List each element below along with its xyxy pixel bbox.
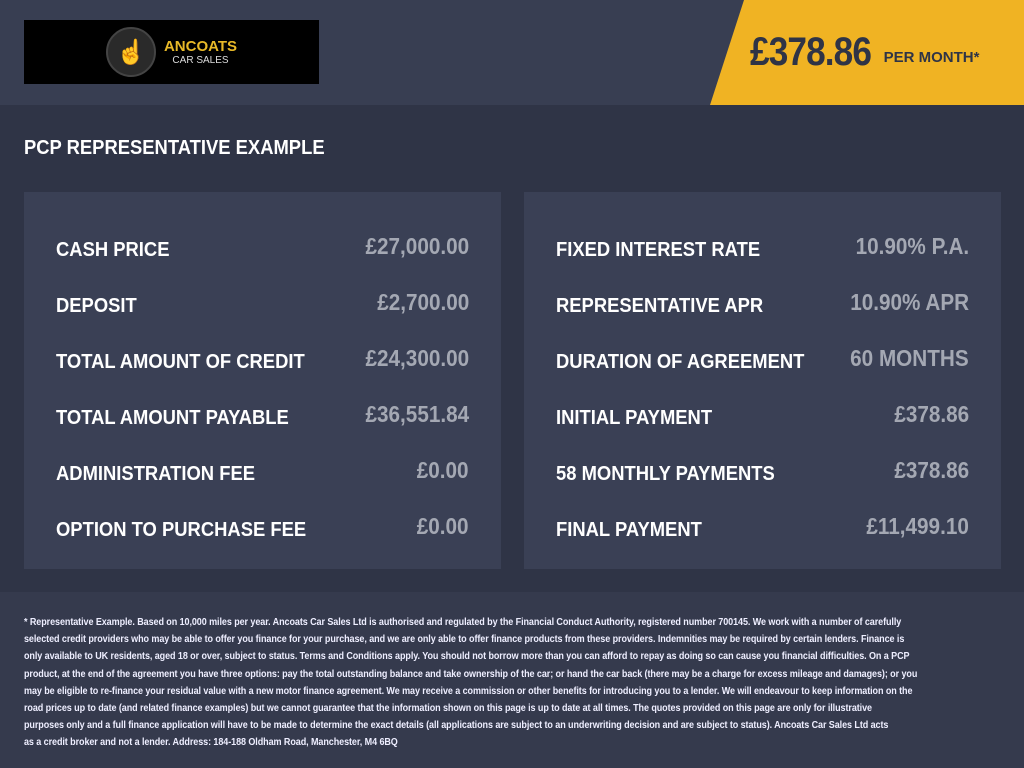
logo-name: ANCOATS [163, 37, 238, 55]
row-label: TOTAL AMOUNT OF CREDIT [56, 350, 305, 373]
logo-text: ANCOATS CAR SALES [164, 39, 237, 66]
row-label: TOTAL AMOUNT PAYABLE [56, 406, 289, 429]
disclaimer-line: selected credit providers who may be abl… [24, 633, 905, 646]
finance-row: FIXED INTEREST RATE 10.90% P.A. [556, 222, 969, 278]
row-label: CASH PRICE [56, 238, 170, 261]
finance-details-left: CASH PRICE £27,000.00 DEPOSIT £2,700.00 TO… [24, 192, 501, 569]
row-label: FINAL PAYMENT [556, 518, 702, 541]
row-label: FIXED INTEREST RATE [556, 238, 761, 261]
row-value: £378.86 [894, 456, 969, 483]
disclaimer-line: purposes only and a full finance applica… [24, 719, 889, 732]
finance-row: REPRESENTATIVE APR 10.90% APR [556, 278, 969, 334]
row-label: 58 MONTHLY PAYMENTS [556, 462, 775, 485]
row-value: 10.90% P.A. [855, 232, 969, 259]
header: ☝ ANCOATS CAR SALES £378.86 PER MONTH* [0, 0, 1024, 105]
finance-row: TOTAL AMOUNT OF CREDIT £24,300.00 [56, 334, 469, 390]
disclaimer-line: road prices up to date (and related fina… [24, 702, 872, 715]
finance-row: OPTION TO PURCHASE FEE £0.00 [56, 502, 469, 558]
disclaimer-line: as a credit broker and not a lender. Add… [24, 736, 398, 749]
row-value: £2,700.00 [376, 288, 469, 315]
row-value: £27,000.00 [365, 232, 469, 259]
pointing-hand-icon: ☝ [105, 27, 156, 77]
row-value: £36,551.84 [365, 400, 469, 427]
finance-row: INITIAL PAYMENT £378.86 [556, 390, 969, 446]
finance-row: TOTAL AMOUNT PAYABLE £36,551.84 [56, 390, 469, 446]
monthly-price-banner: £378.86 PER MONTH* [710, 0, 1024, 105]
finance-row: CASH PRICE £27,000.00 [56, 222, 469, 278]
row-value: £0.00 [417, 456, 469, 483]
row-label: REPRESENTATIVE APR [556, 294, 764, 317]
disclaimer-line: * Representative Example. Based on 10,00… [24, 616, 902, 628]
row-value: £0.00 [417, 512, 469, 539]
row-label: OPTION TO PURCHASE FEE [56, 518, 307, 541]
per-month-label: PER MONTH* [883, 49, 980, 66]
finance-row: FINAL PAYMENT £11,499.10 [556, 502, 969, 558]
monthly-price: £378.86 [750, 30, 872, 74]
finance-row: DURATION OF AGREEMENT 60 MONTHS [556, 334, 969, 390]
disclaimer: * Representative Example. Based on 10,00… [0, 592, 1024, 768]
ancoats-logo[interactable]: ☝ ANCOATS CAR SALES [24, 20, 319, 84]
row-label: DEPOSIT [56, 294, 137, 317]
disclaimer-line: may be eligible to re-finance your resid… [24, 684, 913, 697]
finance-row: 58 MONTHLY PAYMENTS £378.86 [556, 446, 969, 502]
row-value: £11,499.10 [866, 512, 969, 539]
disclaimer-line: product, at the end of the agreement you… [24, 667, 918, 680]
row-value: £378.86 [894, 400, 969, 427]
row-label: INITIAL PAYMENT [556, 406, 713, 429]
section-title: PCP REPRESENTATIVE EXAMPLE [24, 137, 325, 159]
row-value: £24,300.00 [365, 344, 469, 371]
finance-details-right: FIXED INTEREST RATE 10.90% P.A. REPRESENT… [524, 192, 1001, 569]
row-value: 60 MONTHS [850, 344, 969, 371]
finance-row: DEPOSIT £2,700.00 [56, 278, 469, 334]
logo-subtitle: CAR SALES [172, 54, 229, 66]
row-value: 10.90% APR [850, 288, 969, 315]
disclaimer-line: only available to UK residents, aged 18 … [24, 650, 910, 663]
row-label: ADMINISTRATION FEE [56, 462, 255, 485]
finance-row: ADMINISTRATION FEE £0.00 [56, 446, 469, 502]
row-label: DURATION OF AGREEMENT [556, 350, 805, 373]
